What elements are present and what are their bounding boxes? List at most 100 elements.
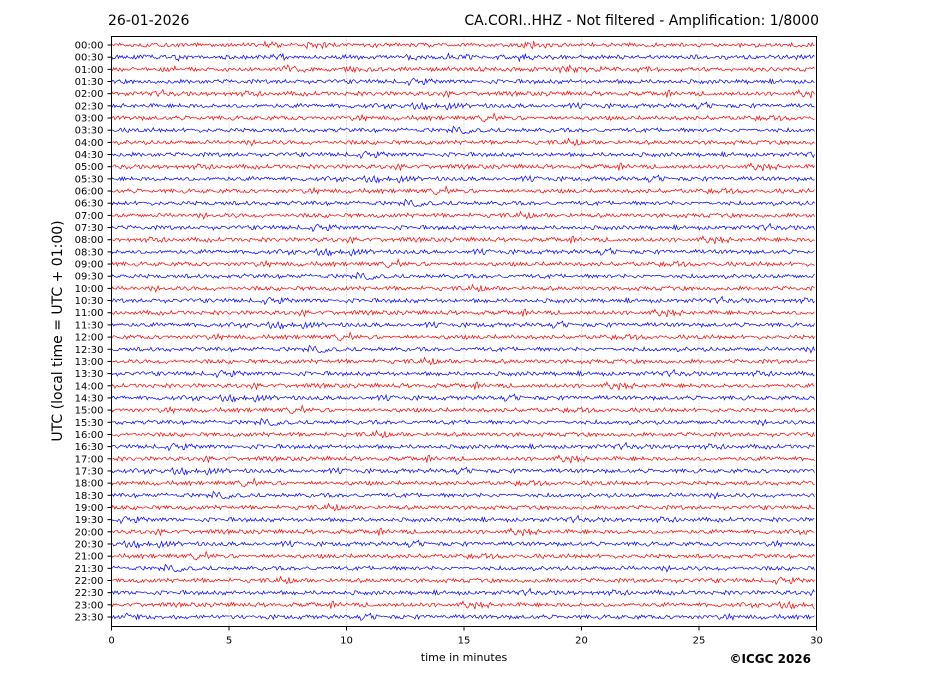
trace-0300 [112, 112, 815, 123]
trace-0530 [112, 174, 815, 184]
plot-frame [111, 36, 817, 627]
y-tick-label: 10:30 [75, 296, 104, 307]
trace-0730 [112, 222, 815, 233]
trace-2230 [112, 587, 815, 597]
y-tick-label: 05:00 [75, 162, 104, 173]
y-tick-label: 23:00 [75, 600, 104, 611]
y-tick-label: 11:00 [75, 308, 104, 319]
y-tick-label: 01:30 [75, 77, 104, 88]
trace-0200 [112, 88, 815, 99]
y-tick-label: 17:30 [75, 466, 104, 477]
trace-0700 [112, 210, 815, 220]
trace-1200 [112, 331, 815, 342]
x-tick-label: 15 [458, 636, 471, 647]
trace-2330 [112, 612, 815, 621]
trace-1800 [112, 477, 815, 488]
trace-0800 [112, 235, 815, 245]
trace-1430 [112, 393, 815, 403]
trace-2200 [112, 575, 815, 586]
y-tick-label: 23:30 [75, 612, 104, 623]
y-tick-label: 18:00 [75, 479, 104, 490]
y-tick-label: 12:00 [75, 333, 104, 344]
y-tick-label: 14:30 [75, 393, 104, 404]
y-tick-label: 02:30 [75, 101, 104, 112]
y-tick-label: 14:00 [75, 381, 104, 392]
y-tick-label: 04:00 [75, 138, 104, 149]
y-axis-label: UTC (local time = UTC + 01:00) [50, 220, 66, 441]
seismogram-traces [112, 40, 815, 621]
y-tick-label: 10:00 [75, 284, 104, 295]
trace-0030 [112, 52, 815, 63]
y-tick-label: 06:00 [75, 187, 104, 198]
trace-0600 [112, 185, 815, 196]
y-tick-label: 08:30 [75, 247, 104, 258]
trace-1900 [112, 502, 815, 512]
y-tick-label: 21:30 [75, 564, 104, 575]
y-tick-label: 01:00 [75, 65, 104, 76]
y-tick-label: 19:00 [75, 503, 104, 514]
trace-1400 [112, 381, 815, 391]
y-tick-label: 18:30 [75, 491, 104, 502]
trace-1130 [112, 320, 815, 330]
trace-1600 [112, 429, 815, 439]
y-tick-label: 04:30 [75, 150, 104, 161]
trace-1030 [112, 295, 815, 306]
y-tick-label: 09:00 [75, 260, 104, 271]
x-tick-label: 0 [108, 636, 114, 647]
y-tick-label: 20:30 [75, 539, 104, 550]
y-tick-label: 09:30 [75, 272, 104, 283]
trace-1000 [112, 283, 815, 293]
trace-0400 [112, 137, 815, 147]
trace-1700 [112, 454, 815, 464]
trace-1530 [112, 417, 815, 427]
y-tick-label: 22:00 [75, 576, 104, 587]
date-label: 26-01-2026 [108, 13, 189, 29]
trace-0500 [112, 162, 815, 172]
y-tick-label: 07:30 [75, 223, 104, 234]
y-tick-label: 00:00 [75, 41, 104, 52]
y-tick-label: 08:00 [75, 235, 104, 246]
vertical-grid [228, 36, 700, 627]
y-tick-label: 15:00 [75, 406, 104, 417]
x-tick-label: 20 [575, 636, 588, 647]
chart-title: CA.CORI..HHZ - Not filtered - Amplificat… [464, 13, 819, 29]
trace-1830 [112, 490, 815, 500]
y-tick-label: 02:00 [75, 89, 104, 100]
trace-0130 [112, 77, 815, 87]
y-tick-label: 17:00 [75, 454, 104, 465]
y-tick-label: 12:30 [75, 345, 104, 356]
trace-0230 [112, 101, 815, 111]
y-tick-label: 13:30 [75, 369, 104, 380]
trace-1930 [112, 514, 815, 525]
x-tick-label: 5 [226, 636, 232, 647]
trace-1330 [112, 368, 815, 379]
copyright-label: ©ICGC 2026 [729, 652, 811, 666]
trace-2030 [112, 539, 815, 549]
x-tick-label: 10 [340, 636, 353, 647]
y-tick-label: 13:00 [75, 357, 104, 368]
y-tick-label: 11:30 [75, 320, 104, 331]
trace-0000 [112, 40, 815, 50]
trace-1500 [112, 404, 815, 415]
trace-2130 [112, 563, 815, 573]
trace-1230 [112, 344, 815, 354]
y-tick-label: 15:30 [75, 418, 104, 429]
y-tick-label: 07:00 [75, 211, 104, 222]
y-tick-label: 05:30 [75, 174, 104, 185]
x-tick-label: 30 [810, 636, 823, 647]
y-tick-label: 22:30 [75, 588, 104, 599]
x-axis-label: time in minutes [421, 651, 508, 664]
trace-2100 [112, 550, 815, 561]
trace-2300 [112, 600, 815, 610]
trace-0430 [112, 150, 815, 160]
y-tick-label: 06:30 [75, 199, 104, 210]
trace-0930 [112, 271, 815, 281]
y-tick-label: 16:00 [75, 430, 104, 441]
y-tick-label: 00:30 [75, 53, 104, 64]
trace-0830 [112, 247, 815, 257]
trace-0100 [112, 64, 815, 74]
x-tick-label: 25 [693, 636, 706, 647]
y-tick-label: 19:30 [75, 515, 104, 526]
